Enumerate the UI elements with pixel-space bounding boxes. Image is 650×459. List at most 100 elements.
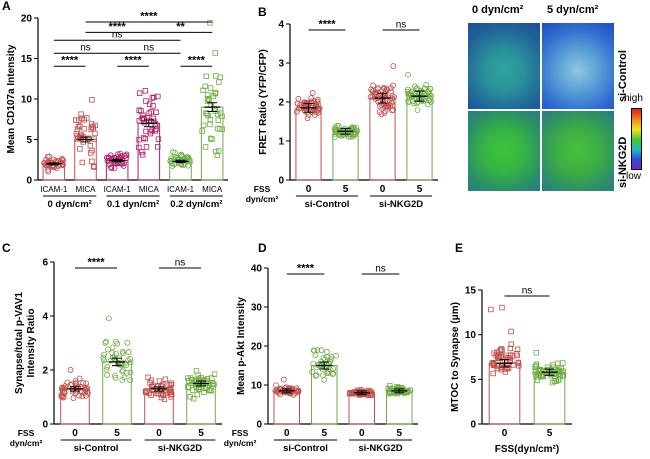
point-A-0-38 <box>43 156 50 163</box>
point-B-2-46 <box>385 102 392 109</box>
point-D-1-13 <box>318 347 325 354</box>
point-A-3-30 <box>136 90 143 96</box>
point-D-1-29 <box>330 365 337 372</box>
point-A-1-9 <box>81 126 87 132</box>
panel-letter-C: C <box>2 241 11 255</box>
point-C-0-37 <box>70 395 77 401</box>
point-B-3-48 <box>427 96 434 103</box>
point-C-3-44 <box>195 384 202 391</box>
point-B-2-49 <box>375 99 382 105</box>
point-A-3-16 <box>143 144 150 150</box>
sig-label-D-0: **** <box>297 263 315 275</box>
point-C-1-22 <box>119 348 126 355</box>
point-A-1-23 <box>77 146 83 152</box>
y-tick-label-E-3: 15 <box>465 286 477 297</box>
point-C-2-30 <box>166 387 172 393</box>
point-B-2-51 <box>384 103 391 110</box>
category-label-C-1: 5 <box>114 428 120 439</box>
point-B-0-48 <box>304 115 311 122</box>
point-C-2-14 <box>162 376 169 382</box>
point-E-0-47 <box>507 352 514 358</box>
colorbar <box>631 108 642 170</box>
point-E-1-53 <box>555 376 562 382</box>
point-C-1-40 <box>104 372 110 378</box>
point-A-5-8 <box>215 117 221 123</box>
point-C-3-41 <box>186 378 192 384</box>
point-A-1-34 <box>78 111 84 117</box>
point-C-2-44 <box>167 385 174 392</box>
group-label-A-1: 0.1 dyn/cm² <box>107 199 159 210</box>
point-A-1-20 <box>75 124 82 130</box>
panel-letter-A: A <box>2 0 11 13</box>
category-label-A-0: ICAM-1 <box>40 185 68 194</box>
point-A-5-20 <box>212 50 218 56</box>
point-C-2-40 <box>142 388 149 395</box>
panel-letter-E: E <box>455 241 463 255</box>
point-A-2-31 <box>106 161 113 168</box>
micrograph-nkg2d-0 <box>467 110 541 192</box>
category-label-B-1: 5 <box>343 184 349 195</box>
point-A-5-37 <box>216 126 223 132</box>
point-B-0-33 <box>314 96 321 103</box>
panel-letter-D: D <box>258 241 267 255</box>
point-D-1-3 <box>323 348 330 355</box>
point-A-2-34 <box>108 165 115 171</box>
point-E-0-20 <box>514 346 521 353</box>
point-C-1-44 <box>113 350 119 357</box>
point-A-3-5 <box>155 136 162 142</box>
point-E-1-27 <box>560 360 566 366</box>
point-C-0-34 <box>83 386 90 392</box>
sig-label-B-1: ns <box>396 20 407 31</box>
point-B-0-45 <box>309 90 316 96</box>
point-C-3-38 <box>185 384 191 390</box>
y-tick-label-D-3: 30 <box>251 303 263 314</box>
point-E-1-54 <box>533 361 540 368</box>
point-C-0-32 <box>61 385 68 391</box>
point-C-2-35 <box>150 387 156 393</box>
point-D-3-31 <box>386 390 392 397</box>
point-C-0-40 <box>76 375 83 382</box>
y-label-D: Mean p-Akt Intensity <box>236 297 247 395</box>
bar-E-0 <box>488 362 521 425</box>
point-E-0-38 <box>504 365 510 371</box>
point-A-4-38 <box>169 160 176 167</box>
point-A-5-17 <box>207 85 214 91</box>
point-E-0-53 <box>490 370 496 377</box>
point-A-5-11 <box>217 110 224 116</box>
bar-B-2 <box>369 97 396 181</box>
point-A-2-39 <box>107 152 114 159</box>
point-C-1-5 <box>105 315 112 322</box>
point-B-0-46 <box>294 100 301 107</box>
x-prefix-C-0: FSS <box>18 428 35 438</box>
point-E-1-23 <box>533 350 539 356</box>
point-C-3-40 <box>190 395 197 402</box>
category-label-A-4: ICAM-1 <box>167 185 195 194</box>
point-B-3-53 <box>414 107 421 114</box>
point-A-3-39 <box>150 103 156 109</box>
point-D-1-11 <box>333 352 340 359</box>
point-A-0-35 <box>43 162 50 169</box>
y-tick-label-B-4: 4 <box>278 20 284 31</box>
bar-A-4 <box>169 160 192 181</box>
point-A-3-1 <box>149 95 155 101</box>
point-B-3-40 <box>412 83 418 90</box>
point-A-3-20 <box>140 152 146 158</box>
category-label-D-1: 5 <box>321 428 327 439</box>
y-label-C-0: Synapse/total p-VAV1 <box>14 292 25 394</box>
point-C-1-19 <box>127 377 134 384</box>
point-E-0-41 <box>498 346 504 352</box>
point-A-3-27 <box>147 128 153 135</box>
point-B-0-54 <box>308 95 315 102</box>
point-C-3-8 <box>193 368 200 374</box>
point-A-3-21 <box>152 128 159 134</box>
point-A-1-33 <box>90 124 96 130</box>
category-label-B-3: 5 <box>417 184 423 195</box>
y-tick-label-C-0: 0 <box>42 420 48 431</box>
group-label-A-0: 0 dyn/cm² <box>47 199 91 210</box>
y-tick-label-D-0: 0 <box>256 420 262 431</box>
point-A-3-29 <box>146 110 152 116</box>
point-C-1-41 <box>102 339 109 346</box>
point-B-2-57 <box>388 88 394 95</box>
point-B-2-53 <box>375 86 381 93</box>
point-E-0-8 <box>488 306 494 313</box>
